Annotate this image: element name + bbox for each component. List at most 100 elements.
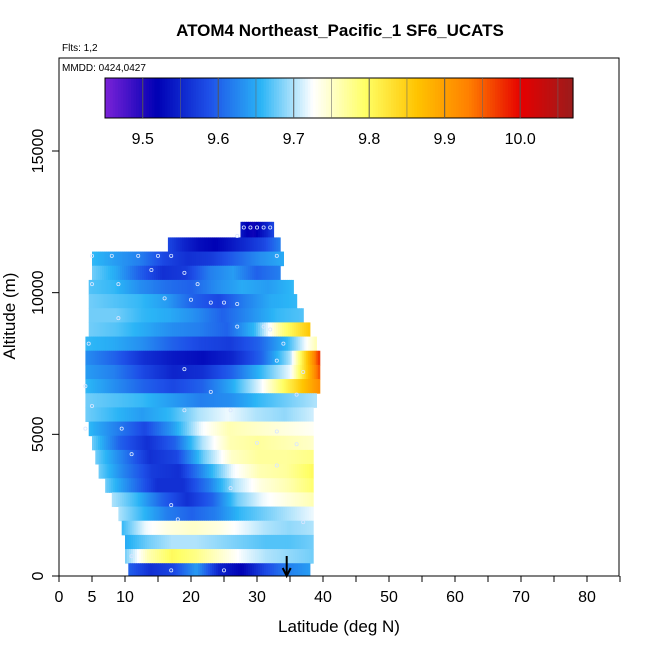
heatmap-cell — [95, 407, 98, 422]
heatmap-cell — [137, 336, 141, 352]
heatmap-cell — [215, 393, 219, 408]
heatmap-cell — [265, 534, 268, 550]
heatmap-cell — [215, 549, 218, 564]
heatmap-cell — [105, 393, 109, 408]
latitude-marker — [281, 556, 292, 579]
heatmap-cell — [211, 492, 215, 507]
heatmap-cell — [241, 308, 244, 323]
heatmap-cell — [112, 265, 115, 281]
heatmap-cell — [164, 421, 168, 437]
heatmap-cell — [172, 421, 176, 437]
colorbar-segment — [209, 78, 213, 118]
heatmap-cell — [195, 449, 198, 465]
heatmap-cell — [120, 308, 124, 323]
heatmap-cell — [277, 421, 280, 437]
colorbar-segment — [310, 78, 314, 118]
heatmap-cell — [168, 421, 172, 437]
heatmap-cell — [250, 464, 254, 479]
colorbar-segment — [227, 78, 231, 118]
heatmap-cell — [140, 265, 143, 281]
heatmap-cell — [129, 336, 133, 352]
colorbar-segment — [560, 78, 564, 118]
heatmap-cell — [105, 364, 109, 380]
heatmap-cell — [99, 435, 103, 451]
heatmap-cell — [152, 265, 155, 281]
sample-points — [83, 225, 306, 573]
heatmap-cell — [97, 449, 100, 465]
heatmap-cell — [259, 492, 262, 507]
heatmap-cell — [261, 364, 265, 380]
heatmap-cell — [269, 549, 272, 564]
heatmap-cell — [183, 350, 187, 366]
heatmap-cell — [279, 322, 283, 337]
heatmap-cell — [247, 534, 250, 550]
heatmap-cell — [109, 336, 113, 352]
heatmap-cell — [116, 322, 120, 337]
heatmap-cell — [263, 549, 266, 564]
heatmap-cell — [287, 364, 291, 380]
heatmap-cell — [143, 549, 146, 564]
heatmap-cell — [220, 322, 223, 337]
heatmap-cell — [247, 478, 250, 493]
heatmap-cell — [132, 294, 136, 309]
heatmap-cell — [184, 563, 187, 577]
colorbar-segment — [300, 78, 304, 118]
heatmap-cell — [271, 407, 274, 422]
heatmap-cell — [147, 407, 150, 422]
heatmap-cell — [257, 364, 261, 380]
heatmap-cell — [251, 350, 255, 366]
heatmap-cell — [301, 364, 305, 380]
heatmap-cell — [307, 506, 310, 522]
heatmap-cell — [289, 407, 292, 422]
heatmap-cell — [181, 534, 184, 550]
heatmap-cell — [185, 549, 188, 564]
heatmap-cell — [180, 421, 184, 437]
heatmap-cell — [279, 464, 282, 479]
heatmap-cell — [210, 308, 214, 323]
heatmap-cell — [219, 279, 222, 295]
colorbar-segment — [489, 78, 493, 118]
heatmap-cell — [275, 322, 279, 337]
heatmap-cell — [138, 265, 141, 281]
heatmap-cell — [211, 449, 214, 465]
heatmap-cell — [160, 294, 164, 309]
heatmap-cell — [105, 407, 108, 422]
heatmap-cell — [123, 435, 127, 451]
heatmap-cell — [303, 520, 306, 536]
heatmap-cell — [170, 563, 173, 577]
heatmap-cell — [145, 478, 148, 493]
heatmap-cell — [186, 506, 190, 522]
heatmap-cell — [289, 506, 292, 522]
heatmap-cell — [94, 279, 98, 295]
heatmap-cell — [200, 322, 203, 337]
heatmap-cell — [277, 478, 280, 493]
heatmap-cell — [241, 251, 245, 267]
heatmap-cell — [209, 435, 213, 451]
colorbar-segment — [315, 78, 319, 118]
heatmap-cell — [137, 251, 141, 267]
colorbar-segment — [125, 78, 129, 118]
heatmap-cell — [223, 379, 227, 394]
heatmap-cell — [171, 407, 174, 422]
heatmap-cell — [212, 265, 215, 281]
heatmap-cell — [117, 492, 121, 507]
heatmap-cell — [152, 308, 156, 323]
heatmap-cell — [129, 449, 132, 465]
heatmap-cell — [253, 308, 256, 323]
colorbar-segment — [432, 78, 436, 118]
heatmap-cell — [274, 506, 278, 522]
heatmap-cell — [192, 308, 196, 323]
heatmap-cell — [309, 506, 312, 522]
heatmap-cell — [101, 350, 105, 366]
heatmap-cell — [238, 563, 241, 577]
heatmap-cell — [301, 478, 304, 493]
heatmap-cell — [224, 421, 228, 437]
heatmap-cell — [225, 308, 228, 323]
heatmap-cell — [156, 322, 160, 337]
heatmap-cell — [201, 492, 205, 507]
heatmap-cell — [147, 336, 151, 352]
heatmap-cell — [158, 322, 162, 337]
heatmap-cell — [257, 478, 260, 493]
colorbar-segment — [450, 78, 454, 118]
heatmap-cell — [158, 308, 162, 323]
